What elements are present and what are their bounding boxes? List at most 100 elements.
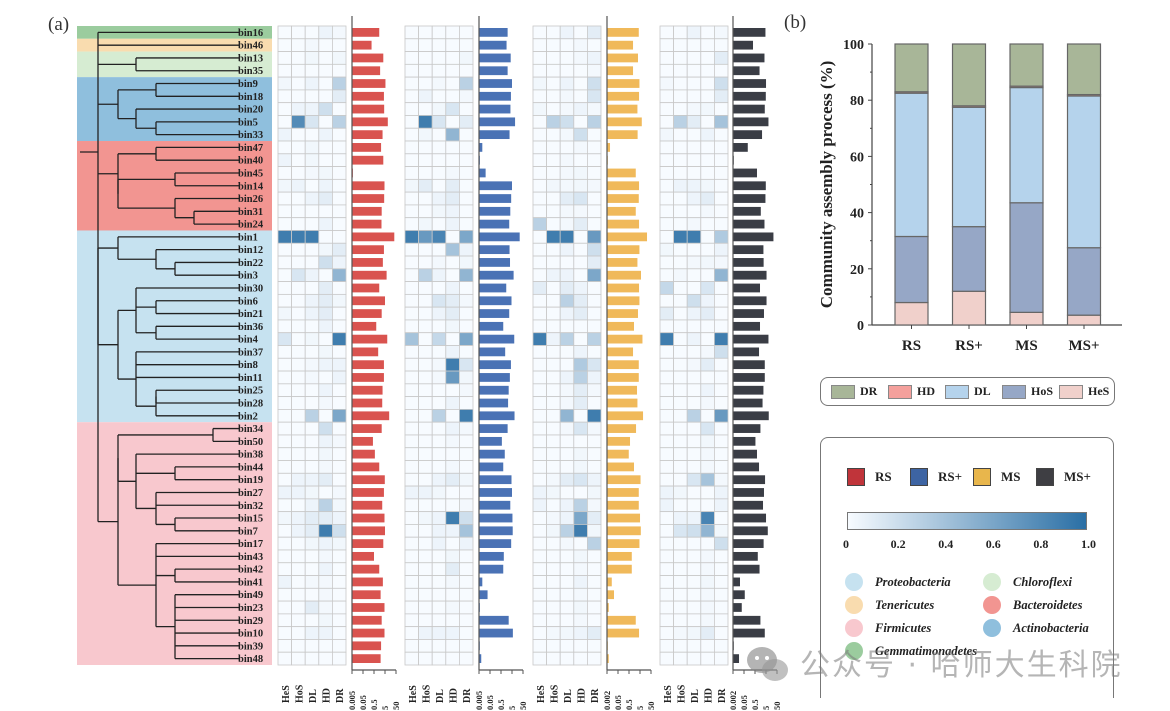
- abundance-bar: [479, 181, 512, 191]
- heatmap-cell: [659, 191, 675, 206]
- heatmap-cell: [277, 562, 293, 576]
- heatmap-cell: [700, 357, 715, 372]
- heatmap-cell: [559, 191, 575, 206]
- heatmap-cell: [418, 191, 433, 206]
- abundance-bar: [733, 628, 765, 638]
- heatmap-cell: [714, 600, 729, 615]
- abundance-bar: [352, 526, 385, 536]
- heatmap-cell: [458, 613, 474, 628]
- abundance-bar: [479, 590, 488, 600]
- heatmap-cell: [573, 626, 588, 640]
- phylum-dot: [845, 619, 863, 637]
- heatmap-cell: [573, 306, 588, 321]
- heatmap-cell: [418, 76, 433, 91]
- heatmap-cell: [458, 51, 474, 65]
- bin-label: bin6: [238, 296, 258, 307]
- bar-axis-tick-label: 5: [507, 706, 517, 710]
- heatmap-cell: [291, 562, 306, 576]
- phylum-dot: [845, 573, 863, 591]
- heatmap-cell: [458, 345, 474, 359]
- heatmap-cell: [304, 140, 320, 155]
- heatmap-cell: [559, 549, 575, 564]
- heatmap-cell: [291, 319, 306, 334]
- bin-label: bin38: [238, 450, 263, 461]
- heatmap-cell: [291, 140, 306, 155]
- abundance-bars: 0.005 0.05 0.5 5 50 0.005 0.05 0.5 5 50 0.002 0.05 0…: [347, 16, 782, 710]
- heatmap-cell: [404, 511, 420, 525]
- heatmap-cell: [546, 178, 561, 193]
- heatmap-cell: [700, 370, 715, 385]
- heatmap-cell: [458, 319, 474, 334]
- abundance-bar: [607, 526, 641, 536]
- heatmap-cell: [304, 38, 320, 52]
- heatmap-cell: [659, 89, 675, 104]
- abundance-bar: [607, 40, 634, 50]
- heatmap-cell: [659, 268, 675, 283]
- heatmap-cell: [714, 536, 729, 551]
- stacked-bar-segment: [894, 43, 929, 93]
- bin-label: bin7: [238, 526, 258, 537]
- heatmap-cell: [659, 421, 675, 436]
- heatmap-cell: [587, 242, 602, 257]
- heatmap-cell: [559, 626, 575, 640]
- heatmap-cell: [546, 204, 561, 219]
- bin-label: bin15: [238, 514, 263, 525]
- heatmap-cell: [291, 281, 306, 295]
- heatmap-cell: [277, 575, 293, 589]
- heatmap-cell: [546, 217, 561, 231]
- heatmap-cell: [700, 511, 715, 525]
- heatmap-cell: [277, 63, 293, 78]
- abundance-bar: [733, 360, 765, 370]
- heatmap-cell: [673, 549, 688, 564]
- bar-axis-tick-label: 0.05: [613, 695, 623, 710]
- heatmap-cell: [318, 63, 333, 78]
- heatmap-cell: [714, 447, 729, 461]
- heatmap-cell: [700, 204, 715, 219]
- heatmap-cell: [445, 38, 460, 52]
- abundance-bar: [479, 424, 508, 433]
- heatmap-cell: [291, 524, 306, 538]
- heatmap-cell: [546, 357, 561, 372]
- heatmap-cell: [587, 25, 602, 40]
- heatmap-cell: [331, 485, 347, 500]
- heatmap-cell: [700, 524, 715, 538]
- heatmap-cell: [331, 587, 347, 602]
- stacked-bar-segment: [1066, 247, 1102, 316]
- heatmap-cell: [318, 140, 333, 155]
- y-axis-title: Community assembly process (%): [817, 61, 836, 309]
- abundance-bar: [607, 500, 639, 510]
- abundance-bar: [479, 40, 507, 50]
- heatmap-cell: [673, 38, 688, 52]
- heatmap-cell: [304, 447, 320, 461]
- bar-axis-tick-label: 5: [635, 706, 645, 710]
- heatmap-cell: [559, 140, 575, 155]
- abundance-bar: [352, 462, 380, 472]
- heatmap-cell: [431, 511, 447, 525]
- heatmap-cell: [318, 613, 333, 628]
- process-label: HD: [917, 384, 935, 398]
- heatmap-cell: [291, 217, 306, 231]
- heatmap-cell: [573, 217, 588, 231]
- abundance-bar: [479, 398, 509, 408]
- heatmap-cell: [532, 511, 548, 525]
- abundance-bar: [479, 79, 512, 88]
- heatmap-cell: [573, 549, 588, 564]
- heatmap-cell: [277, 319, 293, 334]
- heatmap-cell: [418, 306, 433, 321]
- heatmap-cell: [404, 498, 420, 513]
- heatmap-cell: [532, 51, 548, 65]
- heatmap-cell: [431, 178, 447, 193]
- heatmap-cell: [532, 370, 548, 385]
- heatmap-cell: [700, 268, 715, 283]
- process-legend: DR HD DL HoS HeS: [820, 377, 1115, 406]
- heatmap-cell: [573, 255, 588, 270]
- heatmap-cell: [714, 255, 729, 270]
- heatmap-cell: [404, 639, 420, 653]
- heatmap-cell: [304, 153, 320, 167]
- abundance-bar: [479, 168, 486, 178]
- heatmap-cell: [532, 447, 548, 461]
- heatmap-cell: [587, 345, 602, 359]
- bin-label: bin44: [238, 462, 264, 473]
- heatmap-cell: [431, 460, 447, 474]
- heatmap-cell: [445, 140, 460, 155]
